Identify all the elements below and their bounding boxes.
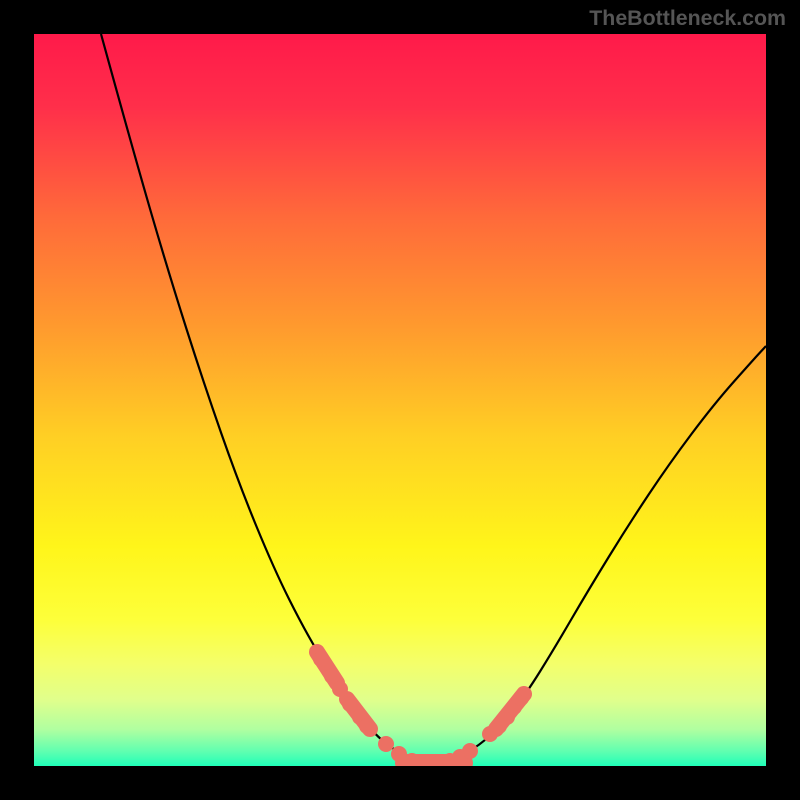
- marker-dot: [342, 696, 358, 712]
- marker-dot: [332, 681, 348, 697]
- marker-dot: [513, 690, 529, 706]
- marker-dot: [462, 743, 478, 759]
- plot-area: [34, 34, 766, 766]
- marker-dots: [313, 651, 529, 766]
- watermark-text: TheBottleneck.com: [589, 6, 786, 31]
- marker-dot: [359, 718, 375, 734]
- bottleneck-curve: [101, 34, 766, 762]
- curve-layer: [34, 34, 766, 766]
- marker-dot: [313, 651, 329, 667]
- marker-dot: [378, 736, 394, 752]
